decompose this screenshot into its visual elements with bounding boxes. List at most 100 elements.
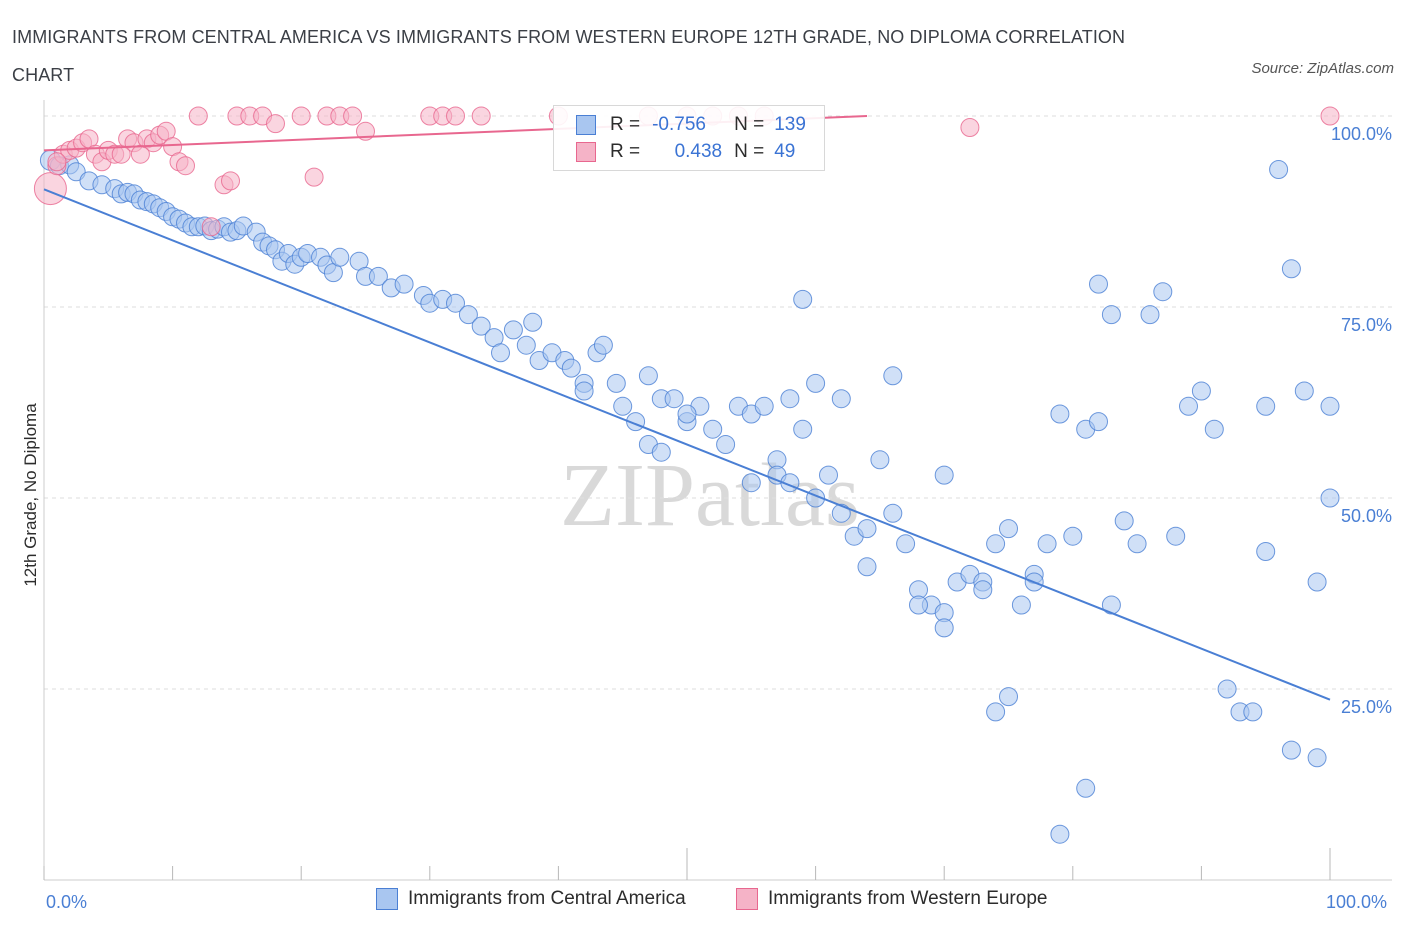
data-point: [291, 106, 311, 126]
data-point: [870, 450, 890, 470]
data-point: [1320, 488, 1340, 508]
x-tick-label: 0.0%: [46, 892, 87, 912]
data-point: [343, 106, 363, 126]
legend-r-value: 0.438: [674, 141, 723, 162]
data-point: [606, 373, 626, 393]
chart-source: Source: ZipAtlas.com: [1251, 60, 1394, 77]
y-tick-label: 100.0%: [1331, 124, 1392, 144]
data-point: [896, 534, 916, 554]
data-point: [741, 473, 761, 493]
data-point: [1076, 778, 1096, 798]
stats-legend: R = -0.756 N = 139 R = 0.438 N = 49: [553, 105, 825, 171]
data-point: [934, 618, 954, 638]
data-point: [831, 503, 851, 523]
legend-swatch-blue: [376, 888, 398, 910]
data-point: [266, 114, 285, 134]
legend-r-label: R =: [610, 141, 641, 162]
data-point: [1204, 419, 1224, 439]
data-point: [47, 152, 67, 172]
trend-line: [43, 188, 1331, 701]
data-point: [960, 118, 980, 137]
data-point: [754, 396, 774, 416]
legend-label: Immigrants from Western Europe: [768, 888, 1048, 909]
data-point: [221, 171, 240, 191]
legend-item-western-europe: Immigrants from Western Europe: [736, 888, 1047, 910]
data-point: [883, 366, 903, 386]
data-point: [33, 172, 67, 206]
legend-r-label: R =: [610, 114, 641, 135]
data-point: [1307, 748, 1327, 768]
data-point: [574, 381, 594, 401]
data-point: [1217, 679, 1237, 699]
y-tick-label: 75.0%: [1341, 315, 1392, 335]
data-point: [1140, 305, 1160, 325]
data-point: [1281, 259, 1301, 279]
data-point: [503, 320, 523, 340]
legend-row-western-europe: R = 0.438 N = 49: [576, 139, 795, 165]
data-point: [176, 156, 195, 176]
data-point: [780, 389, 800, 409]
data-point: [999, 519, 1018, 539]
data-point: [471, 106, 491, 126]
data-point: [1166, 526, 1186, 546]
data-point: [1294, 381, 1314, 401]
axes: [43, 100, 1392, 881]
legend-r-value: -0.756: [652, 114, 706, 135]
data-point: [394, 274, 414, 294]
data-point: [638, 366, 658, 386]
y-axis-title: 12th Grade, No Diploma: [21, 403, 40, 587]
data-point: [593, 335, 613, 355]
data-point: [1089, 274, 1108, 294]
data-point: [664, 389, 684, 409]
data-point: [1281, 740, 1301, 760]
data-point: [1191, 381, 1211, 401]
tick-labels: 0.0% 100.0% 25.0% 50.0% 75.0% 100.0% 12th Grad…: [21, 124, 1392, 912]
data-point: [1050, 404, 1070, 424]
legend-swatch-pink: [736, 888, 758, 910]
data-point: [934, 465, 954, 485]
data-point: [1269, 160, 1289, 179]
legend-item-central-america: Immigrants from Central America: [376, 888, 686, 910]
data-point: [986, 534, 1006, 554]
data-point: [613, 396, 633, 416]
series-central-america: [39, 149, 1340, 844]
data-point: [201, 217, 221, 237]
data-point: [883, 503, 903, 523]
data-point: [1114, 511, 1134, 531]
data-point: [368, 266, 388, 286]
data-point: [986, 702, 1006, 722]
data-point: [831, 389, 851, 409]
data-point: [973, 580, 993, 600]
data-point: [1179, 396, 1198, 416]
data-point: [716, 435, 736, 454]
data-point: [651, 442, 671, 462]
data-point: [909, 595, 928, 615]
data-point: [1320, 396, 1340, 416]
data-point: [446, 293, 465, 313]
data-point: [1063, 526, 1083, 546]
data-point: [523, 312, 543, 332]
data-point: [806, 373, 826, 393]
data-point: [330, 247, 350, 267]
data-point: [793, 289, 813, 309]
legend-n-value: 49: [774, 141, 796, 162]
data-point: [304, 167, 324, 187]
legend-swatch-blue: [576, 115, 596, 135]
chart-title: IMMIGRANTS FROM CENTRAL AMERICA VS IMMIG…: [12, 27, 1126, 85]
y-tick-label: 25.0%: [1341, 697, 1392, 717]
data-point: [1037, 534, 1057, 554]
legend-label: Immigrants from Central America: [408, 888, 686, 909]
data-point: [1243, 702, 1263, 722]
data-point: [1011, 595, 1031, 615]
data-point: [1127, 534, 1147, 554]
data-point: [1101, 305, 1121, 325]
data-point: [516, 335, 536, 355]
data-point: [1153, 282, 1173, 302]
data-point: [819, 465, 838, 485]
x-tick-label: 100.0%: [1326, 892, 1387, 912]
data-point: [458, 305, 478, 325]
data-point: [1256, 542, 1276, 561]
data-point: [1050, 824, 1070, 844]
data-point: [1256, 396, 1276, 416]
